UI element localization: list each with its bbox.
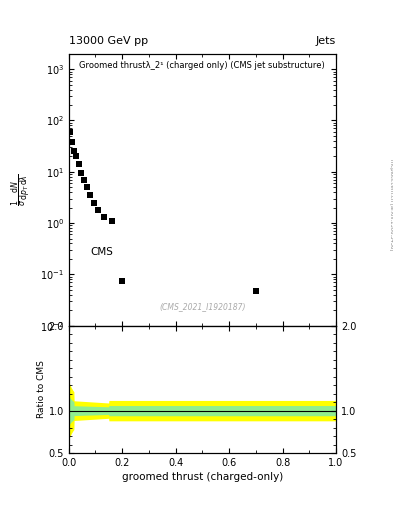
Point: [69, 138, 75, 146]
Point: [95, 206, 101, 214]
Text: Jets: Jets: [316, 36, 336, 46]
Point: [90, 199, 97, 207]
Point: [78, 169, 84, 177]
Point: [81, 176, 87, 184]
Text: mcplots.cern.ch [arXiv:1306.3436]: mcplots.cern.ch [arXiv:1306.3436]: [389, 159, 393, 250]
X-axis label: groomed thrust (charged-only): groomed thrust (charged-only): [122, 472, 283, 482]
Point: [75, 160, 82, 168]
Point: [108, 217, 115, 225]
Point: [87, 191, 93, 199]
Point: [84, 183, 90, 191]
Point: [100, 213, 107, 221]
Text: 13000 GeV pp: 13000 GeV pp: [69, 36, 148, 46]
Point: [67, 128, 73, 136]
Y-axis label: $\frac{1}{\sigma}\frac{\mathrm{d}N}{\mathrm{d}p_T\,\mathrm{d}\lambda}$: $\frac{1}{\sigma}\frac{\mathrm{d}N}{\mat…: [10, 174, 34, 206]
Text: CMS: CMS: [90, 247, 113, 257]
Y-axis label: Ratio to CMS: Ratio to CMS: [37, 360, 46, 418]
Text: Groomed thrustλ_2¹ (charged only) (CMS jet substructure): Groomed thrustλ_2¹ (charged only) (CMS j…: [79, 60, 325, 70]
Point: [253, 287, 259, 295]
Point: [73, 152, 79, 160]
Point: [119, 276, 125, 285]
Text: (CMS_2021_I1920187): (CMS_2021_I1920187): [159, 302, 246, 311]
Point: [71, 146, 77, 155]
